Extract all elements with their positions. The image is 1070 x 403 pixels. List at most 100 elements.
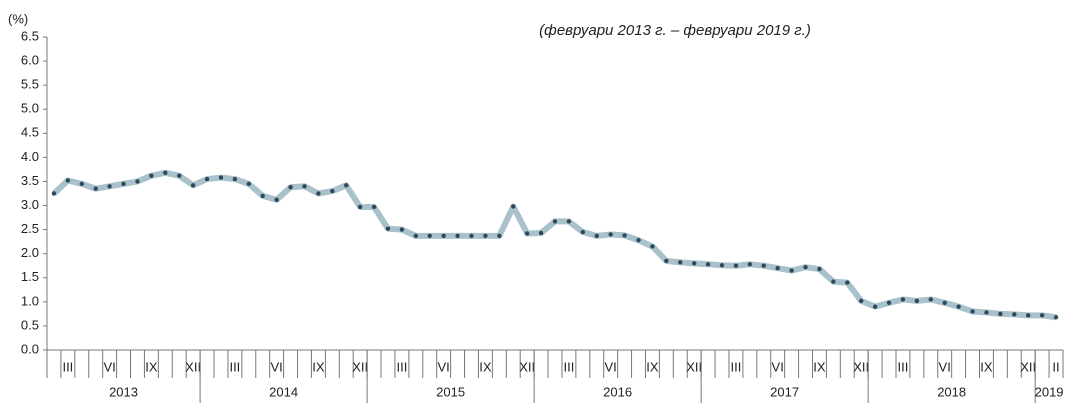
data-point bbox=[1026, 313, 1031, 318]
data-point bbox=[845, 280, 850, 285]
data-point bbox=[552, 219, 558, 224]
data-point bbox=[135, 179, 140, 184]
y-tick-label: 3.0 bbox=[21, 197, 39, 212]
x-tick-label: III bbox=[62, 359, 73, 374]
data-point bbox=[218, 175, 224, 180]
series-line bbox=[51, 169, 1057, 321]
year-label: 2019 bbox=[1035, 384, 1064, 399]
data-point bbox=[608, 232, 613, 237]
y-tick-label: 6.0 bbox=[21, 53, 39, 68]
x-tick-label: IX bbox=[813, 359, 826, 374]
year-label: 2018 bbox=[937, 384, 966, 399]
data-point bbox=[274, 197, 279, 202]
data-point bbox=[163, 170, 168, 175]
y-tick-label: 5.0 bbox=[21, 101, 39, 116]
data-point bbox=[344, 183, 349, 188]
data-point bbox=[928, 297, 933, 302]
data-point bbox=[942, 300, 947, 306]
x-tick-label: VI bbox=[103, 359, 115, 374]
data-point bbox=[691, 261, 697, 266]
y-tick-label: 4.0 bbox=[21, 149, 39, 164]
data-point bbox=[511, 204, 516, 209]
data-point bbox=[858, 298, 864, 304]
data-point bbox=[316, 191, 321, 196]
y-tick-label: 5.5 bbox=[21, 77, 39, 92]
y-tick-label: 0.5 bbox=[21, 317, 39, 332]
data-point bbox=[956, 304, 961, 309]
data-point bbox=[817, 266, 822, 272]
data-point bbox=[107, 184, 112, 189]
data-point bbox=[998, 311, 1003, 317]
data-point bbox=[288, 185, 293, 190]
data-point bbox=[831, 279, 836, 284]
year-label: 2016 bbox=[603, 384, 632, 399]
data-point bbox=[65, 178, 71, 183]
data-point bbox=[190, 183, 196, 188]
data-point bbox=[914, 298, 920, 304]
data-point bbox=[149, 173, 154, 178]
x-tick-label: XII bbox=[853, 359, 869, 374]
year-label: 2014 bbox=[269, 384, 298, 399]
data-point bbox=[246, 181, 252, 187]
data-point bbox=[580, 229, 586, 235]
y-unit: (%) bbox=[8, 11, 28, 26]
data-point bbox=[371, 204, 377, 210]
x-tick-label: IX bbox=[479, 359, 492, 374]
data-point bbox=[733, 263, 739, 268]
y-tick-label: 3.5 bbox=[21, 173, 39, 188]
data-point bbox=[93, 186, 98, 191]
y-tick-label: 2.0 bbox=[21, 245, 39, 260]
data-point bbox=[51, 191, 57, 196]
x-tick-label: XII bbox=[352, 359, 368, 374]
data-point bbox=[803, 264, 808, 270]
data-point bbox=[204, 176, 210, 182]
data-point bbox=[385, 226, 391, 231]
data-point bbox=[330, 188, 335, 194]
data-point bbox=[636, 238, 641, 243]
x-tick-label: III bbox=[731, 359, 742, 374]
data-point bbox=[1012, 312, 1017, 317]
data-point bbox=[538, 230, 544, 236]
data-point bbox=[900, 297, 906, 302]
data-point bbox=[441, 233, 446, 239]
y-tick-label: 1.0 bbox=[21, 293, 39, 308]
data-point bbox=[399, 227, 405, 232]
data-point bbox=[427, 233, 432, 239]
data-point bbox=[678, 260, 683, 265]
data-point bbox=[302, 184, 307, 189]
y-tick-label: 2.5 bbox=[21, 221, 39, 236]
year-label: 2015 bbox=[436, 384, 465, 399]
data-point bbox=[469, 233, 474, 239]
data-point bbox=[79, 181, 84, 187]
data-point bbox=[524, 231, 530, 236]
data-point bbox=[594, 233, 599, 239]
x-tick-label: XII bbox=[686, 359, 702, 374]
data-point bbox=[747, 262, 753, 267]
data-point bbox=[1053, 315, 1059, 320]
x-tick-label: III bbox=[898, 359, 909, 374]
data-point bbox=[566, 219, 572, 224]
data-point bbox=[872, 304, 878, 309]
x-tick-label: VI bbox=[438, 359, 450, 374]
x-tick-label: III bbox=[396, 359, 407, 374]
x-tick-label: III bbox=[563, 359, 574, 374]
data-point bbox=[705, 262, 711, 267]
x-tick-label: XII bbox=[185, 359, 201, 374]
x-tick-label: IX bbox=[312, 359, 325, 374]
year-label: 2017 bbox=[770, 384, 799, 399]
data-point bbox=[775, 265, 780, 271]
data-point bbox=[232, 176, 238, 182]
data-point bbox=[789, 268, 794, 273]
x-tick-label: IX bbox=[145, 359, 158, 374]
x-tick-label: IX bbox=[980, 359, 993, 374]
data-point bbox=[1039, 313, 1045, 318]
data-point bbox=[886, 300, 892, 306]
data-point bbox=[622, 233, 627, 238]
data-point bbox=[121, 181, 126, 187]
data-point bbox=[650, 244, 655, 249]
y-tick-label: 6.5 bbox=[21, 28, 39, 43]
data-point bbox=[455, 233, 460, 239]
x-tick-label: XII bbox=[1020, 359, 1036, 374]
x-tick-label: VI bbox=[270, 359, 282, 374]
